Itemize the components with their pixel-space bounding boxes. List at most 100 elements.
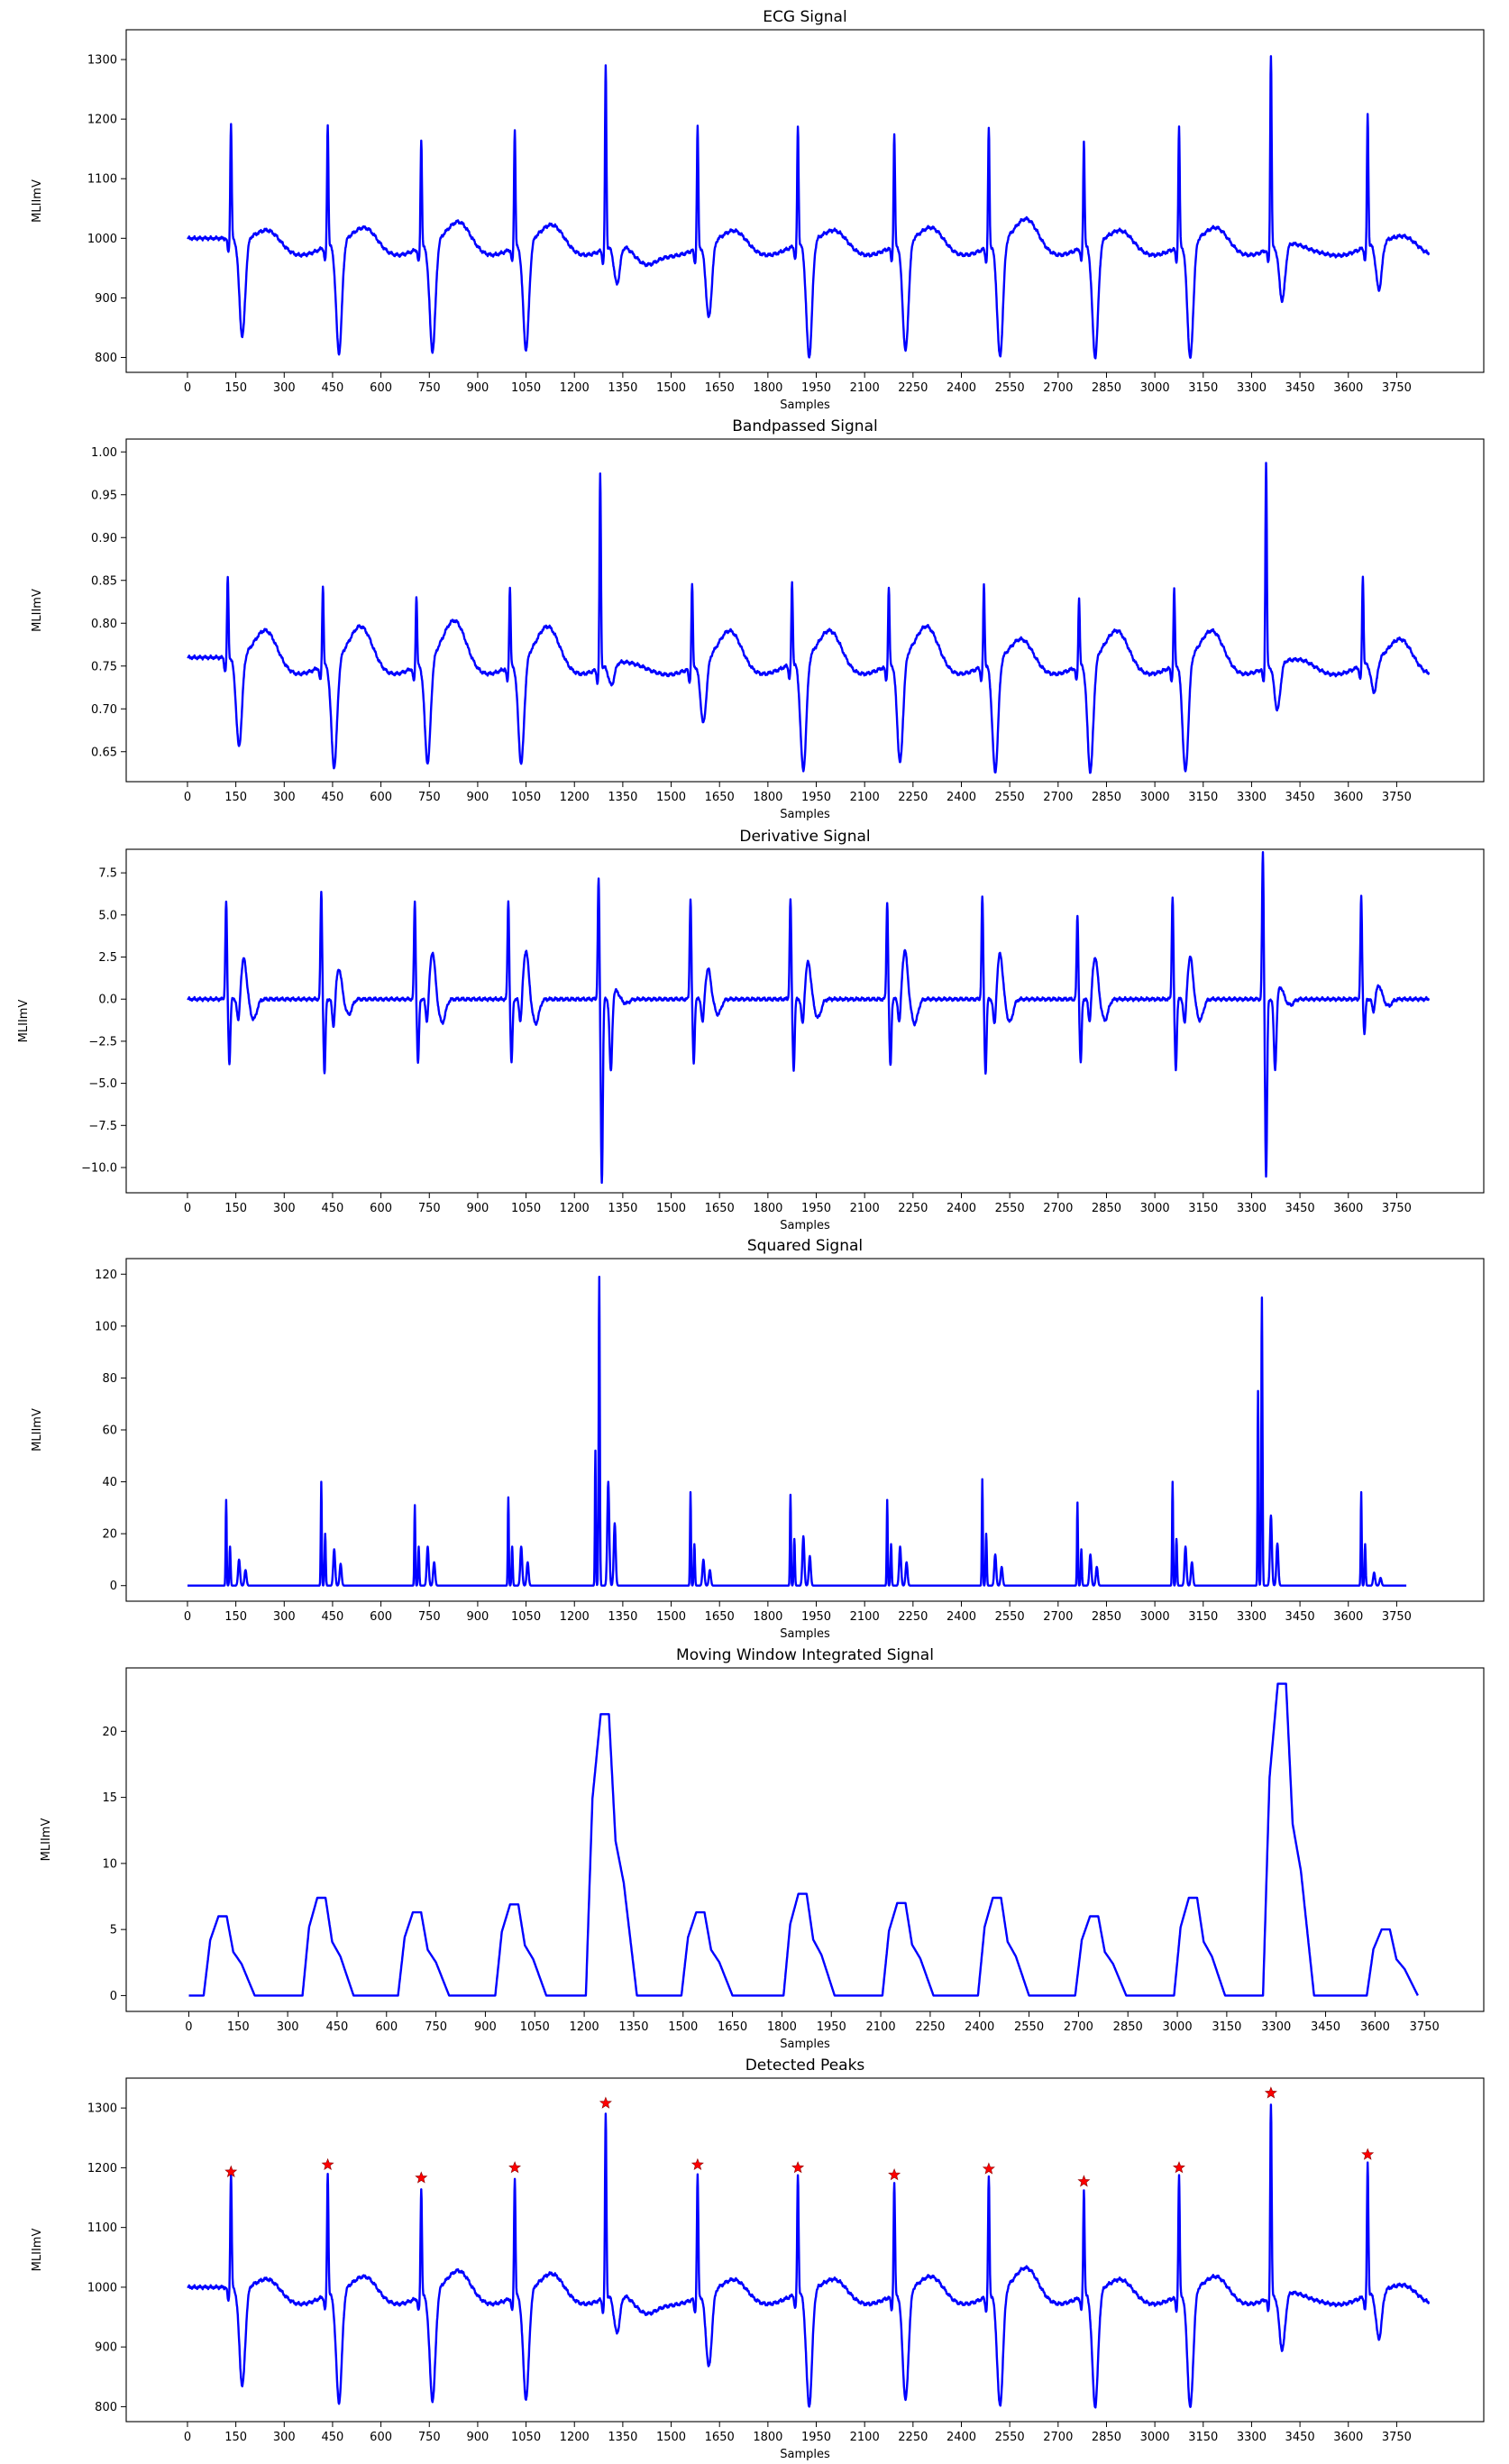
y-tick-label: 800: [95, 2401, 117, 2414]
y-tick-label: 0.80: [91, 618, 117, 631]
x-tick-label: 1800: [753, 791, 782, 804]
x-tick-label: 0: [184, 1610, 191, 1624]
x-tick-label: 1200: [560, 381, 590, 395]
y-tick-label: 0.85: [91, 574, 117, 588]
x-tick-label: 150: [224, 2431, 247, 2444]
x-tick-label: 450: [322, 381, 344, 395]
x-tick-label: 750: [418, 2431, 441, 2444]
x-tick-label: 150: [224, 1202, 247, 1215]
y-axis-label: MLIImV: [31, 589, 44, 632]
x-tick-label: 1650: [705, 1202, 735, 1215]
peak-marker: [1077, 2175, 1091, 2187]
x-tick-label: 3750: [1410, 2020, 1440, 2034]
x-tick-label: 3750: [1382, 2431, 1412, 2444]
x-tick-label: 1350: [618, 2020, 648, 2034]
x-tick-label: 1350: [608, 381, 637, 395]
x-tick-label: 1350: [608, 1610, 637, 1624]
x-tick-label: 1200: [560, 791, 590, 804]
chart-panel-1: ECG Signal 0 150 300 450 600 750 900 1050 1200 135…: [31, 8, 1485, 412]
x-tick-label: 2250: [915, 2020, 945, 2034]
x-tick-label: 1650: [705, 791, 735, 804]
axes-frame: [125, 2077, 1485, 2423]
x-tick-label: 1050: [511, 381, 541, 395]
x-tick-label: 2700: [1043, 791, 1073, 804]
x-tick-label: 300: [273, 381, 296, 395]
y-tick-label: 80: [102, 1372, 117, 1386]
x-tick-label: 2550: [995, 791, 1025, 804]
x-axis-label: Samples: [780, 2038, 830, 2051]
x-tick-label: 900: [474, 2020, 497, 2034]
y-tick-label: −7.5: [88, 1120, 117, 1133]
x-tick-label: 3450: [1311, 2020, 1340, 2034]
chart-title: Squared Signal: [747, 1237, 863, 1255]
chart-panel-6: Detected Peaks 0 150 300 450 600 750 900 1050 120…: [31, 2056, 1485, 2461]
signal-line: [187, 55, 1431, 360]
x-axis-label: Samples: [780, 398, 830, 412]
y-tick-label: 7.5: [98, 867, 117, 881]
x-tick-label: 2700: [1043, 1202, 1073, 1215]
x-tick-label: 1950: [801, 381, 831, 395]
x-axis-label: Samples: [780, 1627, 830, 1641]
chart-panel-2: Bandpassed Signal 0 150 300 450 600 750 900 1050…: [31, 417, 1485, 821]
peak-marker: [599, 2096, 612, 2109]
x-tick-label: 1500: [656, 381, 686, 395]
signal-line: [187, 1276, 1407, 1587]
x-tick-label: 1200: [570, 2020, 599, 2034]
y-tick-label: 5.0: [98, 909, 117, 922]
y-tick-label: 0.0: [98, 994, 117, 1007]
x-tick-label: 3450: [1285, 791, 1315, 804]
x-tick-label: 1200: [560, 1202, 590, 1215]
x-tick-label: 750: [418, 1202, 441, 1215]
x-tick-label: 2850: [1092, 791, 1121, 804]
x-tick-label: 1500: [656, 791, 686, 804]
x-tick-label: 3450: [1285, 1610, 1315, 1624]
x-tick-label: 2400: [947, 381, 976, 395]
y-tick-label: 1.00: [91, 446, 117, 460]
x-tick-label: 1050: [520, 2020, 550, 2034]
peak-marker: [888, 2167, 901, 2181]
y-tick-label: 100: [95, 1320, 117, 1333]
x-tick-label: 1500: [656, 2431, 686, 2444]
axes-frame: [125, 29, 1485, 373]
x-tick-label: 1350: [608, 2431, 637, 2444]
y-tick-label: 0.70: [91, 703, 117, 717]
y-tick-label: 900: [95, 292, 117, 306]
x-tick-label: 3000: [1140, 791, 1170, 804]
y-tick-label: 20: [102, 1726, 117, 1739]
x-tick-label: 1950: [801, 2431, 831, 2444]
x-tick-label: 1050: [511, 2431, 541, 2444]
peak-marker: [1361, 2148, 1375, 2160]
x-tick-label: 0: [184, 381, 191, 395]
peak-marker: [982, 2162, 995, 2175]
y-tick-label: 120: [95, 1269, 117, 1282]
y-tick-label: 0.75: [91, 660, 117, 673]
x-tick-label: 0: [185, 2020, 192, 2034]
y-tick-label: 1200: [87, 2162, 117, 2175]
peak-marker: [791, 2161, 805, 2174]
x-tick-label: 3750: [1382, 791, 1412, 804]
chart-title: ECG Signal: [763, 8, 846, 26]
y-tick-label: 0.90: [91, 532, 117, 545]
x-tick-label: 3000: [1140, 381, 1170, 395]
chart-title: Detected Peaks: [745, 2056, 865, 2075]
x-tick-label: 3150: [1188, 791, 1218, 804]
x-tick-label: 1800: [753, 2431, 782, 2444]
x-tick-label: 300: [273, 2431, 296, 2444]
y-tick-label: 20: [102, 1528, 117, 1542]
x-tick-label: 750: [425, 2020, 447, 2034]
x-tick-label: 3450: [1285, 2431, 1315, 2444]
x-tick-label: 600: [370, 1202, 392, 1215]
x-tick-label: 600: [370, 381, 392, 395]
x-tick-label: 1350: [608, 1202, 637, 1215]
y-tick-label: 5: [110, 1924, 117, 1937]
x-tick-label: 150: [224, 381, 247, 395]
x-tick-label: 900: [467, 1202, 489, 1215]
x-tick-label: 1950: [801, 1610, 831, 1624]
x-tick-label: 2250: [898, 2431, 928, 2444]
x-tick-label: 1650: [705, 1610, 735, 1624]
x-tick-label: 3300: [1237, 381, 1267, 395]
x-tick-label: 0: [184, 791, 191, 804]
x-tick-label: 2850: [1092, 381, 1121, 395]
